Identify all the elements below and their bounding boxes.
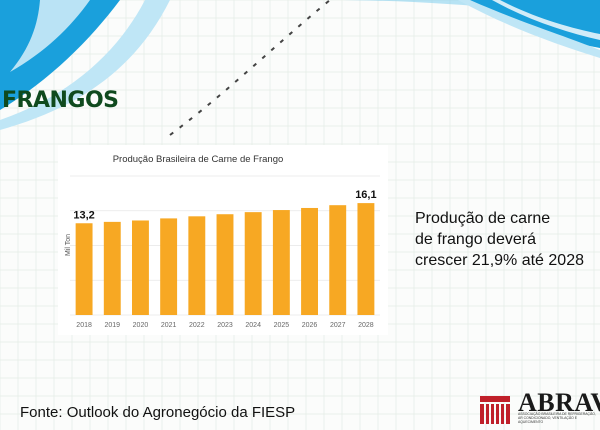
x-tick-label: 2028 [358, 322, 374, 329]
slide-title: FRANGOS [2, 88, 119, 113]
bar-2023 [216, 214, 234, 315]
x-tick-label: 2019 [104, 322, 120, 329]
x-tick-label: 2018 [76, 322, 92, 329]
bar-chart: Produção Brasileira de Carne de Frango M… [58, 154, 380, 329]
x-tick-label: 2021 [161, 322, 177, 329]
logo-subtitle: ASSOCIAÇÃO BRASILEIRA DE REFRIGERAÇÃO, A… [518, 412, 596, 424]
bar-2025 [272, 210, 290, 315]
x-tick-label: 2023 [217, 322, 233, 329]
header-banner [0, 0, 600, 136]
x-tick-label: 2024 [245, 322, 261, 329]
bar-2024 [244, 212, 262, 315]
x-tick-label: 2020 [133, 322, 149, 329]
source-note: Fonte: Outlook do Agronegócio da FIESP [20, 404, 296, 421]
abrava-building-icon [480, 396, 510, 424]
bar-2027 [329, 205, 347, 315]
x-tick-label: 2025 [274, 322, 290, 329]
data-label-2018: 13,2 [73, 209, 94, 221]
summary-lead: Produção de carne [415, 210, 551, 227]
bar-2018 [75, 223, 93, 315]
x-tick-label: 2026 [302, 322, 318, 329]
bar-2028 [357, 203, 375, 315]
x-tick-label: 2022 [189, 322, 205, 329]
bar-2020 [132, 220, 149, 315]
bar-2026 [301, 207, 318, 315]
chart-card: Produção Brasileira de Carne de Frango M… [58, 145, 388, 335]
y-axis-label: Mil Ton [65, 234, 72, 256]
bar-2021 [160, 218, 178, 315]
bar-2019 [103, 221, 121, 315]
summary-text: Produção de carne de frango deverá cresc… [415, 208, 585, 271]
data-label-2028: 16,1 [355, 189, 376, 201]
summary-rest: de frango deverá crescer 21,9% até 2028 [415, 231, 584, 269]
x-tick-label: 2027 [330, 322, 346, 329]
chart-title: Produção Brasileira de Carne de Frango [113, 154, 284, 165]
bar-2022 [188, 216, 206, 315]
